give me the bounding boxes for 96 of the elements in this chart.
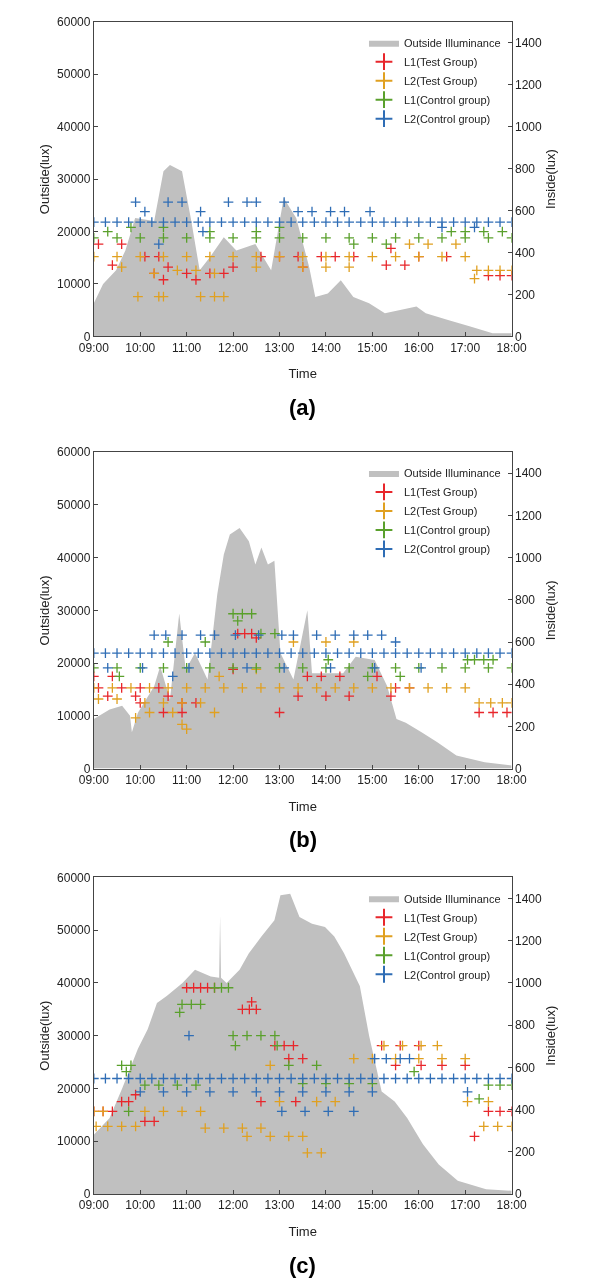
x-tick-label: 09:00	[78, 773, 110, 788]
legend-label: L2(Test Group)	[403, 505, 478, 518]
x-tick-label: 14:00	[310, 773, 342, 788]
legend-label: L2(Control group)	[403, 543, 491, 556]
y2-tick-label: 400	[515, 245, 536, 260]
y2-axis-title: Inside(lux)	[542, 149, 558, 210]
legend-label: L1(Test Group)	[403, 911, 478, 924]
y2-tick-label: 1000	[515, 976, 543, 991]
y-tick-label: 30000	[57, 1028, 91, 1043]
y-tick-label: 50000	[57, 923, 91, 938]
y-tick-label: 20000	[57, 656, 91, 671]
y2-tick-label: 600	[515, 1060, 536, 1075]
x-tick-label: 09:00	[78, 1198, 110, 1213]
y-tick-label: 40000	[57, 550, 91, 565]
y-tick-label: 10000	[57, 277, 91, 292]
y2-tick-label: 1400	[515, 36, 543, 51]
x-tick-label: 14:00	[310, 1198, 342, 1213]
legend-label: L1(Test Group)	[403, 55, 478, 68]
legend-label: Outside Illuminance	[403, 36, 501, 49]
x-tick-label: 13:00	[264, 773, 295, 788]
text: (a)	[289, 395, 316, 420]
legend-label: L1(Control group)	[403, 93, 491, 106]
y2-axis-title: Inside(lux)	[542, 580, 558, 641]
x-tick-label: 11:00	[172, 340, 202, 355]
y-axis-title: Outside(lux)	[36, 1000, 52, 1071]
x-tick-label: 13:00	[264, 340, 295, 355]
x-tick-label: 15:00	[357, 340, 388, 355]
legend-label: L2(Test Group)	[403, 74, 478, 87]
legend-label: L2(Control group)	[403, 112, 491, 125]
y-tick-label: 40000	[57, 976, 91, 991]
x-tick-label: 11:00	[172, 773, 202, 788]
x-tick-label: 15:00	[357, 773, 388, 788]
x-tick-label: 10:00	[125, 773, 156, 788]
y2-tick-label: 1200	[515, 77, 543, 92]
y-tick-label: 30000	[57, 603, 91, 618]
y-tick-label: 20000	[57, 1081, 91, 1096]
x-tick-label: 12:00	[218, 340, 249, 355]
legend-label: L2(Test Group)	[403, 930, 478, 943]
y-tick-label: 60000	[57, 15, 91, 30]
y2-tick-label: 800	[515, 161, 536, 176]
y-tick-label: 50000	[57, 498, 91, 513]
legend-label: L1(Test Group)	[403, 486, 478, 499]
x-tick-label: 16:00	[403, 773, 435, 788]
y-tick-label: 50000	[57, 67, 91, 82]
x-tick-label: 16:00	[403, 1198, 435, 1213]
y2-tick-label: 0	[515, 761, 523, 776]
y-axis-title: Outside(lux)	[36, 575, 52, 646]
x-tick-label: 11:00	[172, 1198, 202, 1213]
y-axis-title: Outside(lux)	[36, 144, 52, 215]
y2-tick-label: 600	[515, 203, 536, 218]
x-tick-label: 10:00	[125, 1198, 156, 1213]
x-tick-label: 18:00	[496, 773, 527, 788]
x-axis-title: Time	[288, 798, 317, 814]
y2-tick-label: 1400	[515, 466, 543, 481]
legend-label: Outside Illuminance	[403, 892, 501, 905]
y2-tick-label: 1200	[515, 508, 543, 523]
x-tick-label: 16:00	[403, 340, 435, 355]
y2-axis-title: Inside(lux)	[542, 1005, 558, 1066]
text: (c)	[289, 1253, 316, 1278]
text: (b)	[289, 827, 318, 852]
y2-tick-label: 200	[515, 719, 536, 734]
x-tick-label: 10:00	[125, 340, 156, 355]
legend-label: Outside Illuminance	[403, 467, 501, 480]
y2-tick-label: 600	[515, 635, 536, 650]
x-tick-label: 15:00	[357, 1198, 388, 1213]
y-tick-label: 0	[83, 761, 91, 776]
y-tick-label: 20000	[57, 224, 91, 239]
y-tick-label: 10000	[57, 1134, 91, 1149]
x-tick-label: 17:00	[450, 773, 481, 788]
y2-tick-label: 400	[515, 1102, 536, 1117]
x-tick-label: 12:00	[218, 1198, 249, 1213]
legend-label: L2(Control group)	[403, 968, 491, 981]
legend-label: L1(Control group)	[403, 949, 491, 962]
y2-tick-label: 800	[515, 593, 536, 608]
y-tick-label: 10000	[57, 709, 91, 724]
legend-label: L1(Control group)	[403, 524, 491, 537]
y-tick-label: 60000	[57, 870, 91, 885]
y2-tick-label: 1200	[515, 933, 543, 948]
y2-tick-label: 400	[515, 677, 536, 692]
x-axis-title: Time	[288, 1223, 317, 1239]
y2-tick-label: 1000	[515, 119, 543, 134]
y-tick-label: 40000	[57, 119, 91, 134]
x-tick-label: 18:00	[496, 1198, 527, 1213]
x-tick-label: 14:00	[310, 340, 342, 355]
x-tick-label: 13:00	[264, 1198, 295, 1213]
y-tick-label: 60000	[57, 445, 91, 460]
y2-tick-label: 1000	[515, 550, 543, 565]
x-tick-label: 17:00	[450, 1198, 481, 1213]
x-axis-title: Time	[288, 366, 317, 382]
y2-tick-label: 800	[515, 1018, 536, 1033]
y2-tick-label: 200	[515, 287, 536, 302]
y2-tick-label: 200	[515, 1144, 536, 1159]
y2-tick-label: 1400	[515, 891, 543, 906]
x-tick-label: 17:00	[450, 340, 481, 355]
y-tick-label: 30000	[57, 172, 91, 187]
x-tick-label: 12:00	[218, 773, 249, 788]
